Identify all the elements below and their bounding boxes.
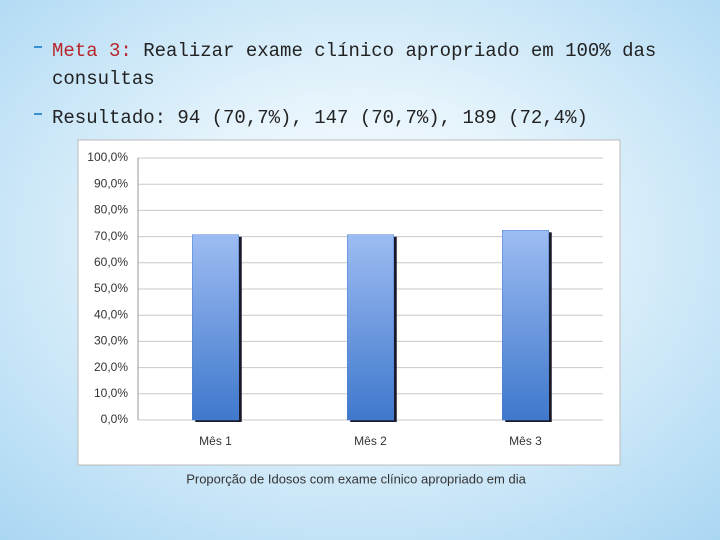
y-tick-label: 60,0% xyxy=(94,255,128,269)
bullet-text: Realizar exame clínico apropriado em 100… xyxy=(143,40,656,62)
y-tick-label: 40,0% xyxy=(94,307,128,321)
bullet-text: consultas xyxy=(52,68,155,90)
bar xyxy=(192,234,239,421)
y-tick-label: 10,0% xyxy=(94,386,128,400)
x-tick-label: Mês 1 xyxy=(199,434,232,448)
meta-label: Meta 3: xyxy=(52,40,132,62)
y-tick-label: 30,0% xyxy=(94,334,128,348)
bullet-dash xyxy=(34,113,42,115)
bullet-label: Meta 3: Realizar exame clínico apropriad… xyxy=(52,40,656,62)
y-tick-label: 70,0% xyxy=(94,229,128,243)
bar xyxy=(502,230,549,421)
y-tick-label: 80,0% xyxy=(94,203,128,217)
x-tick-label: Mês 2 xyxy=(354,434,387,448)
x-tick-label: Mês 3 xyxy=(509,434,542,448)
bullet-dash xyxy=(34,46,42,48)
y-tick-label: 20,0% xyxy=(94,360,128,374)
bar xyxy=(347,234,394,421)
y-tick-label: 0,0% xyxy=(101,412,129,426)
x-axis-title: Proporção de Idosos com exame clínico ap… xyxy=(186,471,526,486)
y-tick-label: 100,0% xyxy=(87,150,128,164)
y-tick-label: 50,0% xyxy=(94,281,128,295)
y-tick-label: 90,0% xyxy=(94,176,128,190)
bullet-text: Resultado: 94 (70,7%), 147 (70,7%), 189 … xyxy=(52,107,588,129)
